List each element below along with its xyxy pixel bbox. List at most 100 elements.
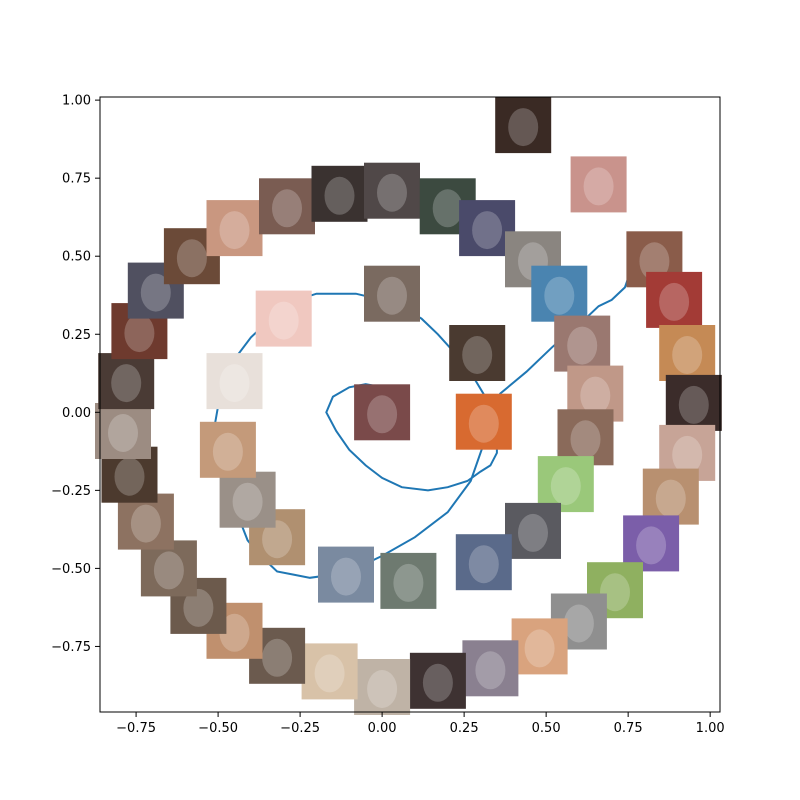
image-point-46 [199,421,256,478]
face-shape [462,336,493,374]
image-point-38 [557,409,614,466]
y-tick-label: 0.75 [62,172,91,187]
image-point-6 [665,374,722,431]
image-thumbnail [380,552,437,609]
y-tick-label: 1.00 [62,94,91,109]
image-point-2 [570,156,627,213]
image-thumbnail [557,409,614,466]
face-shape [314,654,345,693]
image-point-51 [455,393,512,450]
image-thumbnail [665,374,722,431]
image-thumbnail [505,502,561,559]
image-point-8 [642,468,699,525]
face-shape [331,557,361,596]
image-thumbnail [219,471,276,528]
image-point-19 [170,577,227,634]
image-point-28 [206,200,263,257]
image-point-35 [531,265,588,322]
image-thumbnail [531,265,588,322]
x-tick-label: 0.75 [614,721,643,736]
image-thumbnail [199,421,256,478]
image-point-30 [311,165,368,222]
image-point-16 [301,643,358,700]
face-shape [659,282,690,321]
image-thumbnail [140,540,197,597]
image-point-33 [459,200,516,257]
image-thumbnail [409,652,466,709]
face-shape [524,629,555,668]
face-shape [377,276,407,315]
image-thumbnail [449,325,506,381]
face-shape [432,189,463,228]
image-point-5 [659,325,716,381]
image-thumbnail [659,325,716,381]
y-tick-label: −0.25 [51,484,91,499]
image-thumbnail [301,643,358,700]
face-shape [262,638,293,677]
image-point-12 [511,618,568,675]
y-tick-label: −0.50 [51,562,91,577]
face-shape [114,457,145,496]
x-tick-label: 1.00 [696,721,725,736]
axis-ticks: −0.75 −0.50 −0.25 0.00 0.25 0.50 0.75 1.00 −0.75… [51,94,724,736]
face-shape [153,551,184,590]
x-tick-label: 0.00 [368,721,397,736]
face-shape [219,364,250,403]
image-thumbnail [364,162,420,219]
image-thumbnail [570,156,627,213]
face-shape [232,482,263,521]
image-point-36 [554,315,611,372]
image-thumbnail [642,468,699,525]
face-shape [636,526,667,565]
image-thumbnail [311,165,368,222]
face-shape [367,395,398,434]
image-thumbnail [95,403,151,459]
face-shape [212,432,243,471]
image-point-41 [455,534,512,591]
image-thumbnail [511,618,568,675]
face-shape [377,173,407,212]
face-shape [678,385,709,424]
image-thumbnail [623,515,680,572]
face-shape [672,336,703,374]
face-shape [219,211,250,250]
y-tick-label: 0.25 [62,328,91,343]
face-shape [268,301,299,340]
image-thumbnail [206,200,263,257]
face-shape [108,414,138,452]
face-shape [272,189,302,228]
face-shape [468,404,499,443]
face-shape [580,376,611,415]
image-point-29 [259,178,315,235]
image-thumbnail [354,659,411,715]
face-shape [468,545,499,584]
image-point-47 [206,353,263,410]
plot-axes: −0.75 −0.50 −0.25 0.00 0.25 0.50 0.75 1.00 −0.75… [51,94,724,736]
image-thumbnail [98,353,155,410]
face-shape [124,314,155,353]
face-shape [655,479,686,518]
face-shape [563,604,594,643]
image-point-49 [364,265,420,322]
image-thumbnail [455,534,512,591]
image-point-23 [95,403,151,459]
face-shape [176,239,207,278]
image-thumbnail [455,393,512,450]
image-thumbnail [318,546,374,603]
face-shape [472,211,503,250]
image-point-42 [380,552,437,609]
face-shape [570,420,601,459]
image-point-24 [98,353,155,410]
image-thumbnail [554,315,611,372]
axes-border [99,96,721,713]
face-shape [324,176,355,215]
image-point-52 [354,384,411,441]
face-shape [550,467,581,506]
image-point-13 [462,640,519,697]
face-shape [567,326,598,365]
face-shape [672,435,703,474]
x-tick-label: 0.50 [532,721,561,736]
image-point-45 [219,471,276,528]
image-thumbnail [206,353,263,410]
face-shape [111,364,142,403]
